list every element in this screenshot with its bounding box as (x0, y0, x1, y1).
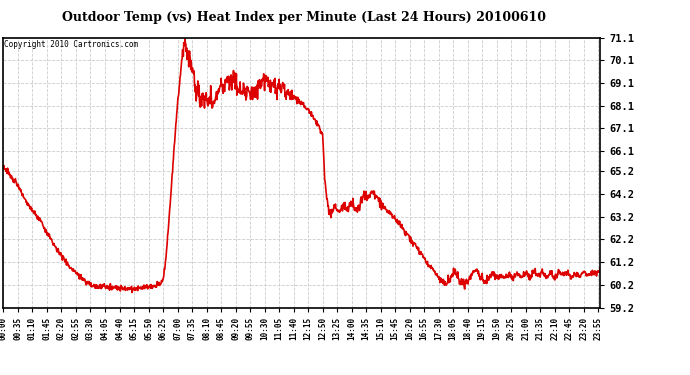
Text: Copyright 2010 Cartronics.com: Copyright 2010 Cartronics.com (4, 40, 138, 49)
Text: Outdoor Temp (vs) Heat Index per Minute (Last 24 Hours) 20100610: Outdoor Temp (vs) Heat Index per Minute … (61, 11, 546, 24)
